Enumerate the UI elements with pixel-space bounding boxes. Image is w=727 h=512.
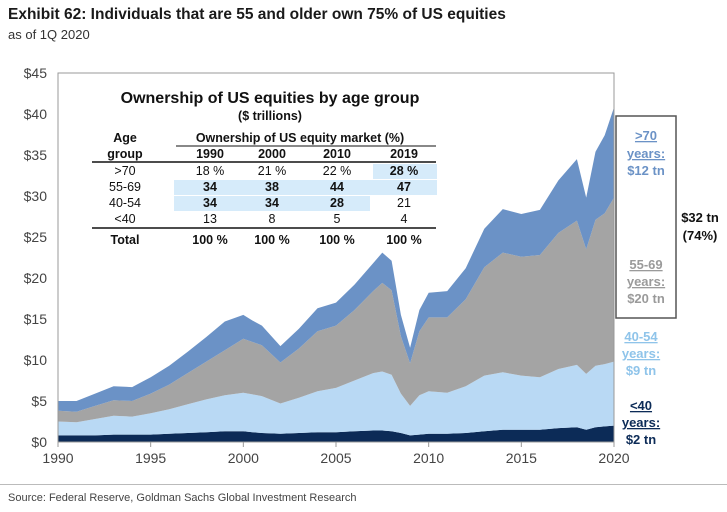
- x-tick-label: 2010: [413, 450, 444, 466]
- annotation-40-54-line3: $9 tn: [626, 363, 656, 378]
- annotation-gt70: >70 years: $12 tn: [627, 128, 665, 178]
- row-55-69-2000: 38: [265, 180, 279, 194]
- annotation-gt70-line2: years:: [627, 146, 665, 161]
- highlight-40-54: [174, 196, 370, 211]
- y-tick-label: $20: [24, 270, 48, 286]
- row-lt40-2010: 5: [334, 212, 341, 226]
- annotation-lt40-line2: years:: [622, 415, 660, 430]
- annotation-total-line2: (74%): [683, 228, 718, 243]
- inset-table: Ownership of US equities by age group ($…: [82, 84, 437, 252]
- x-axis: 1990 1995 2000 2005 2010 2015 2020: [42, 442, 630, 466]
- span-header: Ownership of US equity market (%): [196, 131, 404, 145]
- annotation-total-line1: $32 tn: [681, 210, 719, 225]
- y-tick-label: $10: [24, 352, 48, 368]
- source-note: Source: Federal Reserve, Goldman Sachs G…: [8, 492, 357, 504]
- footer-divider: [0, 484, 727, 485]
- row-40-54-group: 40-54: [109, 196, 141, 210]
- age-header-1: Age: [113, 131, 137, 145]
- annotation-40-54-line1: 40-54: [624, 329, 658, 344]
- annotation-lt40: <40 years: $2 tn: [622, 398, 660, 447]
- area-55-69: [58, 197, 614, 423]
- row-gt70-group: >70: [114, 164, 135, 178]
- annotation-55-69-line1: 55-69: [629, 257, 662, 272]
- exhibit-title: Exhibit 62: Individuals that are 55 and …: [8, 6, 506, 23]
- y-tick-label: $5: [31, 393, 47, 409]
- annotation-gt70-line1: >70: [635, 128, 657, 143]
- bracket-55-plus: [615, 115, 677, 319]
- area-layer: [58, 107, 614, 442]
- row-total-1990: 100 %: [192, 233, 227, 247]
- highlight-2019-gt70: [373, 164, 437, 179]
- x-tick-label: 1995: [135, 450, 166, 466]
- table-bg: [82, 84, 422, 252]
- year-2010: 2010: [323, 147, 351, 161]
- x-tick-label: 2020: [598, 450, 629, 466]
- row-lt40-2000: 8: [269, 212, 276, 226]
- annotation-55-69-line2: years:: [627, 274, 665, 289]
- annotation-40-54: 40-54 years: $9 tn: [622, 329, 660, 378]
- annotation-lt40-line3: $2 tn: [626, 432, 656, 447]
- row-gt70-2000: 21 %: [258, 164, 287, 178]
- y-tick-label: $0: [31, 434, 47, 450]
- row-40-54-2010: 28: [330, 196, 344, 210]
- x-tick-label: 2015: [506, 450, 537, 466]
- stacked-area-chart: $0 $5 $10 $15 $20 $25 $30 $35 $40 $45 1990 1995 200…: [24, 65, 719, 466]
- row-40-54-1990: 34: [203, 196, 217, 210]
- row-total-group: Total: [111, 233, 140, 247]
- row-40-54-2019: 21: [397, 196, 411, 210]
- annotation-55-69-line3: $20 tn: [627, 291, 665, 306]
- row-55-69-1990: 34: [203, 180, 217, 194]
- row-40-54-2000: 34: [265, 196, 279, 210]
- year-2019: 2019: [390, 147, 418, 161]
- row-total-2000: 100 %: [254, 233, 289, 247]
- annotation-total: $32 tn (74%): [681, 210, 719, 243]
- row-55-69-2019: 47: [397, 180, 411, 194]
- row-total-2019: 100 %: [386, 233, 421, 247]
- row-gt70-2010: 22 %: [323, 164, 352, 178]
- row-total-2010: 100 %: [319, 233, 354, 247]
- y-tick-label: $15: [24, 311, 48, 327]
- area-40-54: [58, 361, 614, 436]
- y-axis: $0 $5 $10 $15 $20 $25 $30 $35 $40 $45: [24, 65, 48, 450]
- annotation-gt70-line3: $12 tn: [627, 163, 665, 178]
- row-lt40-group: <40: [114, 212, 135, 226]
- y-tick-label: $25: [24, 229, 48, 245]
- row-55-69-2010: 44: [330, 180, 344, 194]
- year-2000: 2000: [258, 147, 286, 161]
- row-lt40-1990: 13: [203, 212, 217, 226]
- annotation-lt40-line1: <40: [630, 398, 652, 413]
- area-lt40: [58, 425, 614, 442]
- row-55-69-group: 55-69: [109, 180, 141, 194]
- table-subtitle: ($ trillions): [238, 109, 302, 123]
- x-tick-label: 1990: [42, 450, 73, 466]
- x-tick-label: 2005: [320, 450, 351, 466]
- y-tick-label: $40: [24, 106, 48, 122]
- y-tick-label: $35: [24, 147, 48, 163]
- row-lt40-2019: 4: [401, 212, 408, 226]
- table-title: Ownership of US equities by age group: [121, 90, 420, 107]
- year-1990: 1990: [196, 147, 224, 161]
- y-tick-label: $45: [24, 65, 48, 81]
- highlight-55-69: [174, 180, 437, 195]
- row-gt70-1990: 18 %: [196, 164, 225, 178]
- exhibit-subtitle: as of 1Q 2020: [8, 27, 90, 42]
- y-tick-label: $30: [24, 188, 48, 204]
- row-gt70-2019: 28 %: [390, 164, 419, 178]
- x-tick-label: 2000: [228, 450, 259, 466]
- annotation-55-69: 55-69 years: $20 tn: [627, 257, 665, 306]
- age-header-2: group: [107, 147, 143, 161]
- annotation-40-54-line2: years:: [622, 346, 660, 361]
